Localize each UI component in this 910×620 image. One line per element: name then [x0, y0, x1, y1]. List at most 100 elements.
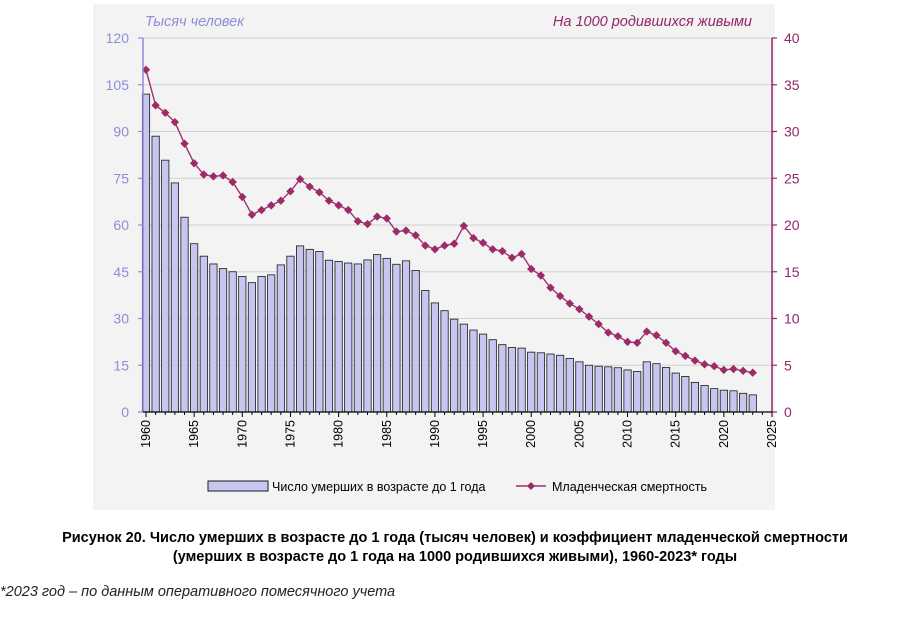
bar — [296, 245, 305, 413]
x-tick-label: 1985 — [380, 420, 394, 448]
line-marker — [517, 249, 526, 259]
line-marker — [507, 253, 517, 262]
line-marker — [440, 241, 449, 250]
bar — [536, 352, 545, 413]
bar — [459, 323, 468, 413]
bar — [469, 329, 478, 413]
left-tick-label: 15 — [113, 357, 129, 373]
line-marker — [748, 368, 757, 377]
x-tick-label: 1995 — [476, 420, 490, 448]
line-marker — [344, 205, 353, 215]
bar — [440, 310, 449, 413]
figure-caption-line1: Рисунок 20. Число умерших в возрасте до … — [62, 530, 848, 546]
bar — [488, 339, 497, 413]
bar — [392, 263, 401, 413]
bar — [305, 248, 314, 413]
line-marker — [729, 364, 738, 374]
line-marker — [238, 192, 247, 202]
bar — [151, 135, 160, 413]
left-tick-label: 60 — [113, 217, 129, 233]
line-marker — [738, 366, 748, 376]
bar — [739, 392, 748, 413]
line-marker — [623, 337, 632, 347]
line-marker — [719, 365, 729, 375]
x-tick-label: 2010 — [621, 420, 635, 448]
line-marker — [555, 291, 565, 301]
x-tick-label: 1990 — [428, 420, 442, 448]
bar — [642, 361, 651, 413]
left-tick-label: 75 — [113, 170, 129, 186]
line-marker — [324, 196, 334, 205]
bar — [556, 354, 565, 413]
bar — [286, 255, 295, 413]
footnote: *2023 год – по данным оперативного помес… — [0, 584, 396, 600]
left-tick-label: 0 — [121, 404, 129, 420]
bar — [479, 333, 488, 413]
bar — [498, 344, 507, 413]
line-marker — [671, 347, 680, 356]
line-marker — [642, 327, 651, 336]
line-marker — [681, 351, 690, 361]
line-marker — [546, 283, 555, 292]
bar — [729, 390, 738, 413]
line-marker — [392, 227, 401, 236]
line-marker — [382, 214, 391, 223]
line-marker — [652, 331, 661, 340]
right-tick-label: 25 — [784, 170, 800, 186]
bar — [209, 263, 218, 413]
bar — [565, 357, 574, 413]
x-tick-label: 2000 — [524, 420, 538, 448]
bar — [199, 255, 208, 413]
x-tick-label: 2015 — [669, 420, 683, 448]
line-marker — [247, 210, 257, 219]
bar — [633, 371, 642, 413]
line-marker — [151, 101, 160, 110]
line-marker — [267, 201, 276, 210]
bar — [276, 264, 285, 413]
x-tick-label: 1980 — [332, 420, 346, 448]
left-tick-label: 105 — [106, 77, 130, 93]
line-marker — [527, 264, 536, 274]
bar — [662, 367, 671, 413]
bar — [527, 351, 536, 413]
bar — [507, 347, 517, 413]
legend: Число умерших в возрасте до 1 года Младен… — [207, 480, 707, 494]
line-marker — [141, 65, 151, 74]
right-tick-label: 30 — [784, 124, 800, 140]
line-marker — [161, 108, 170, 117]
x-tick-label: 2025 — [765, 420, 779, 448]
line-marker — [575, 304, 584, 314]
right-tick-label: 5 — [784, 357, 792, 373]
right-tick-label: 20 — [784, 217, 800, 233]
line-marker — [536, 271, 546, 280]
line-marker — [305, 182, 314, 191]
bar — [450, 318, 459, 413]
bar — [180, 216, 189, 413]
bar — [247, 282, 256, 413]
legend-bar-swatch — [207, 480, 269, 492]
bar — [161, 159, 170, 413]
bar — [228, 271, 237, 413]
line-marker — [632, 338, 642, 348]
bar — [344, 262, 353, 413]
legend-bar-label: Число умерших в возрасте до 1 года — [272, 480, 485, 494]
line-marker — [199, 170, 208, 179]
legend-line-label: Младенческая смертность — [552, 480, 707, 494]
line-marker — [449, 239, 459, 248]
x-tick-label: 1960 — [139, 420, 153, 448]
bar — [238, 276, 247, 413]
line-marker — [700, 360, 709, 369]
bar — [401, 260, 411, 413]
line-marker — [209, 172, 218, 181]
bar — [671, 372, 680, 413]
bar — [190, 243, 199, 413]
line-marker — [218, 171, 228, 180]
right-tick-label: 10 — [784, 311, 800, 327]
x-tick-label: 2020 — [717, 420, 731, 448]
bar — [170, 182, 179, 413]
line-marker — [315, 188, 324, 197]
bar — [430, 302, 439, 413]
left-tick-label: 30 — [113, 311, 129, 327]
bar — [681, 376, 690, 413]
bar — [748, 394, 757, 413]
